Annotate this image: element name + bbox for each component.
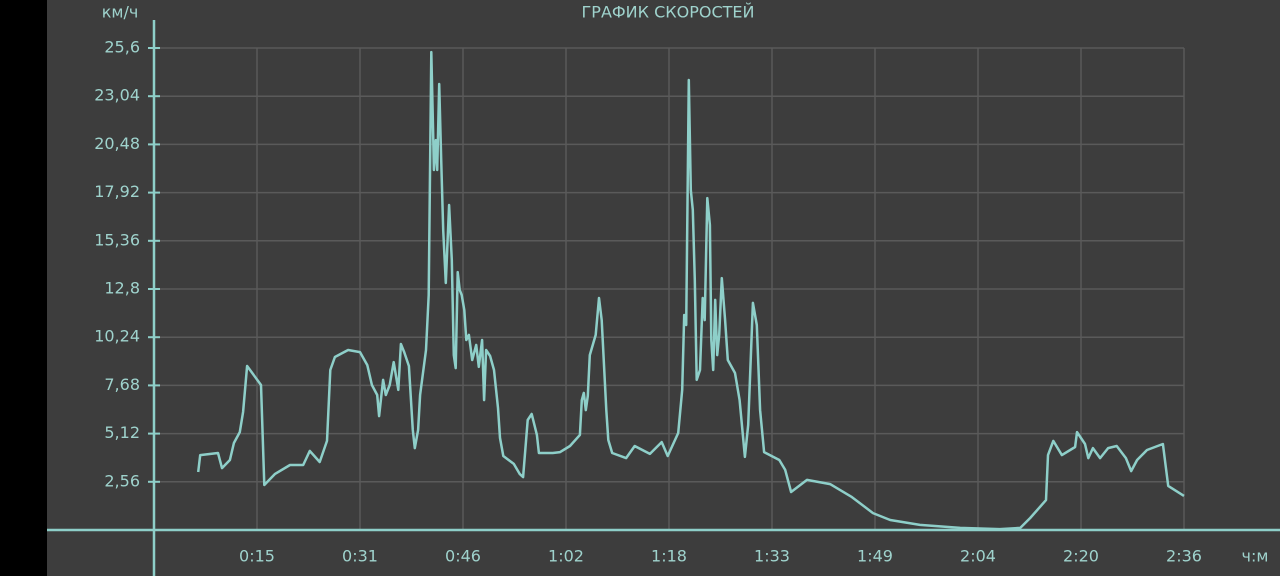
x-tick-label: 1:33 xyxy=(754,547,790,566)
y-tick-label: 20,48 xyxy=(94,134,140,153)
x-axis-unit: ч:м xyxy=(1242,547,1269,566)
y-tick-label: 10,24 xyxy=(94,327,140,346)
plot-background xyxy=(47,0,1280,576)
y-tick-label: 23,04 xyxy=(94,86,140,105)
chart-title: ГРАФИК СКОРОСТЕЙ xyxy=(582,3,755,22)
x-tick-label: 0:15 xyxy=(239,547,275,566)
x-tick-label: 1:49 xyxy=(857,547,893,566)
y-axis-unit: км/ч xyxy=(102,3,139,22)
x-tick-label: 1:18 xyxy=(651,547,687,566)
y-tick-label: 2,56 xyxy=(104,471,140,490)
y-tick-label: 15,36 xyxy=(94,230,140,249)
x-tick-label: 0:46 xyxy=(445,547,481,566)
y-tick-label: 17,92 xyxy=(94,182,140,201)
y-tick-label: 25,6 xyxy=(104,38,140,57)
y-tick-label: 7,68 xyxy=(104,375,140,394)
x-tick-label: 2:04 xyxy=(960,547,996,566)
x-tick-label: 2:36 xyxy=(1166,547,1202,566)
speed-line xyxy=(196,50,1185,531)
x-tick-label: 2:20 xyxy=(1063,547,1099,566)
y-tick-label: 5,12 xyxy=(104,423,140,442)
x-tick-label: 0:31 xyxy=(342,547,378,566)
x-tick-label: 1:02 xyxy=(548,547,584,566)
y-tick-label: 12,8 xyxy=(104,279,140,298)
